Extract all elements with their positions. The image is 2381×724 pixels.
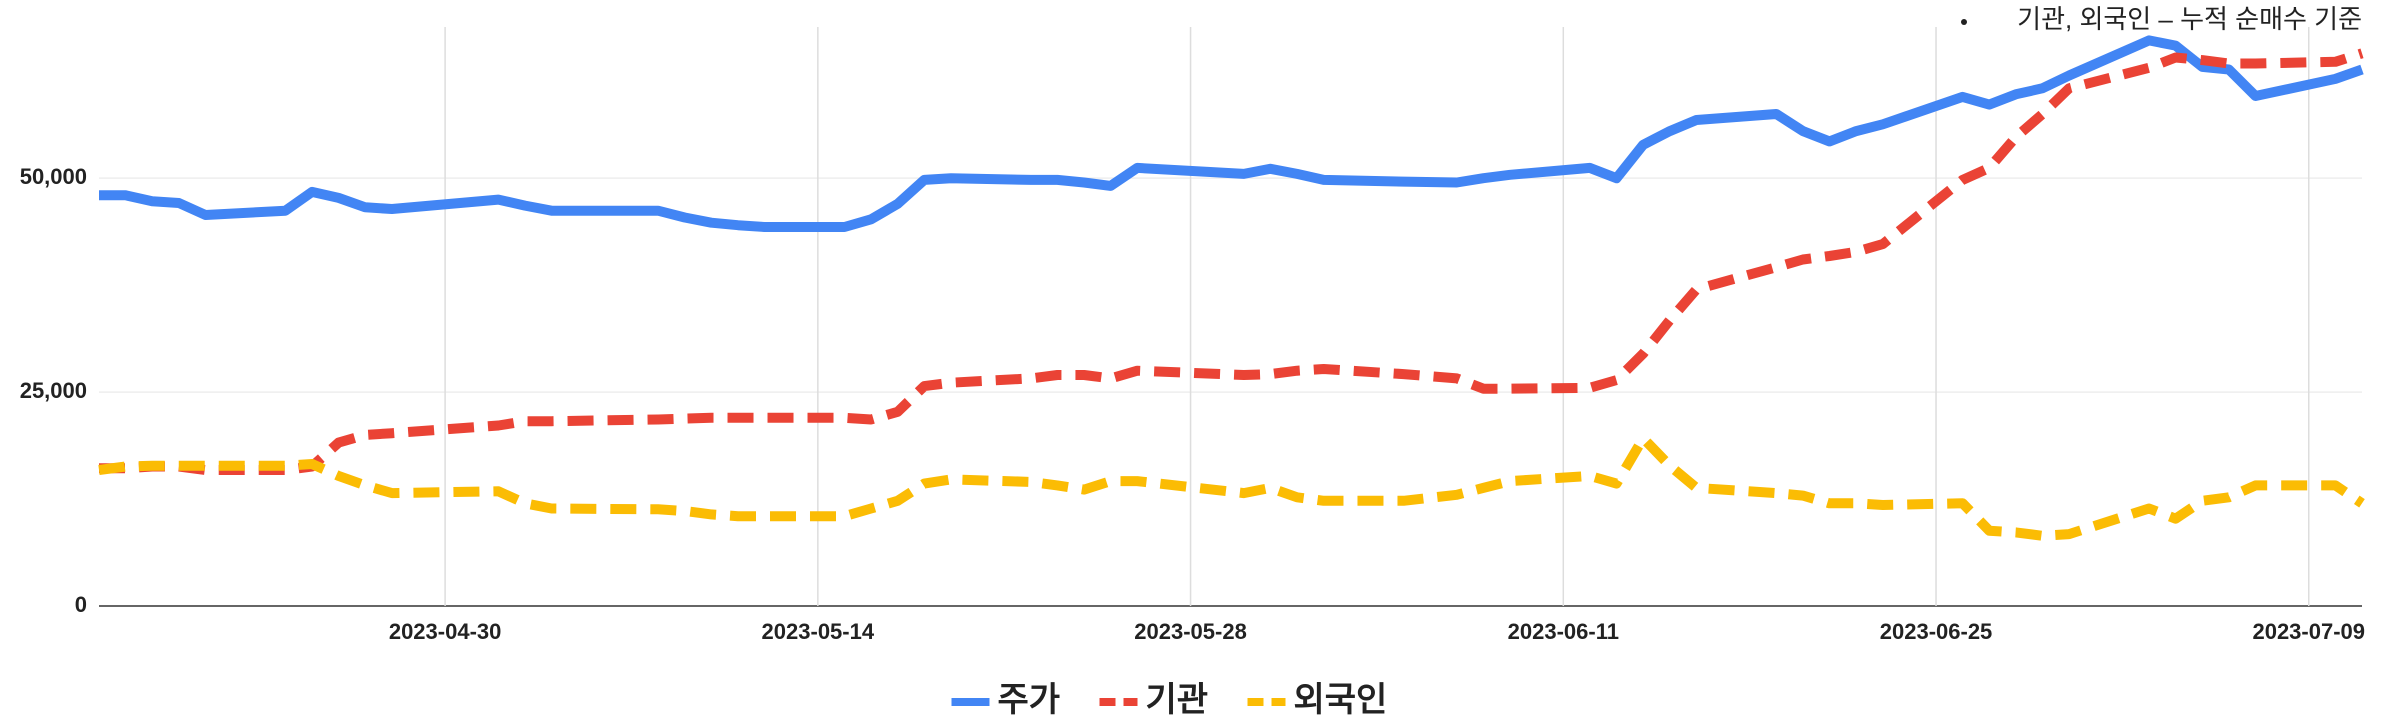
series-line — [99, 48, 2364, 475]
x-tick-label: 2023-06-25 — [1880, 619, 1993, 644]
series-line — [99, 35, 2364, 232]
series-line — [98, 433, 2365, 541]
x-tick-label: 2023-04-30 — [389, 619, 502, 644]
x-tick-label: 2023-06-11 — [1508, 619, 1619, 644]
legend-label: 주가 — [998, 681, 1061, 719]
annotation: 기관, 외국인 – 누적 순매수 기준 — [2017, 4, 2362, 34]
y-tick-label: 50,000 — [20, 164, 87, 189]
x-tick-label: 2023-05-14 — [762, 619, 875, 644]
bullet — [1961, 19, 1967, 25]
y-tick-label: 0 — [75, 592, 87, 617]
x-tick-label: 2023-05-28 — [1134, 619, 1247, 644]
legend-label: 외국인 — [1294, 681, 1388, 719]
y-tick-label: 25,000 — [20, 378, 87, 403]
legend-label: 기관 — [1146, 681, 1209, 719]
x-tick-label: 2023-07-09 — [2252, 619, 2365, 644]
